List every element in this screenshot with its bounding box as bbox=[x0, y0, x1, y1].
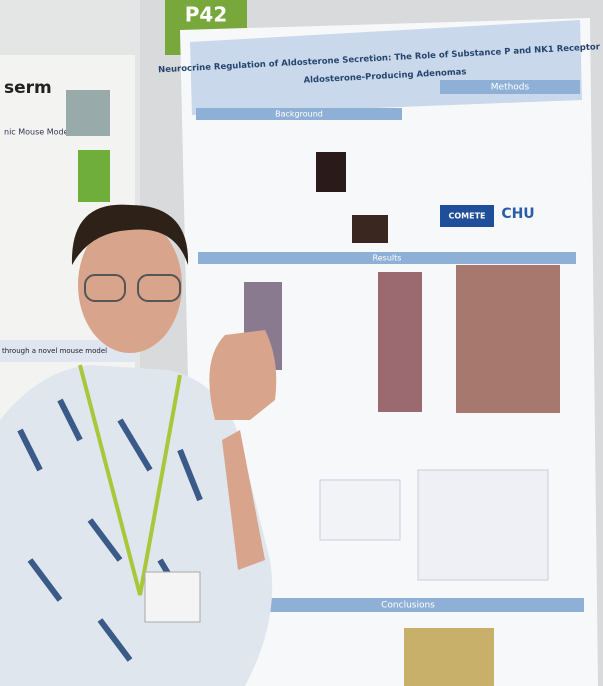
chart-panel bbox=[417, 469, 549, 581]
section-heading: Methods bbox=[491, 83, 530, 93]
left-subtitle: nic Mouse Model bbox=[4, 128, 71, 137]
arm bbox=[222, 430, 265, 570]
section-band bbox=[440, 80, 580, 94]
figure bbox=[456, 265, 560, 413]
figure bbox=[352, 215, 388, 243]
section-heading: Results bbox=[373, 254, 402, 263]
badge bbox=[144, 571, 201, 623]
hand bbox=[209, 330, 277, 420]
left-photo bbox=[66, 90, 110, 136]
left-title: serm bbox=[4, 78, 52, 98]
face bbox=[78, 217, 182, 353]
logo-bg bbox=[440, 205, 494, 227]
section-band bbox=[198, 252, 576, 264]
figure bbox=[378, 272, 422, 412]
section-band bbox=[196, 108, 402, 120]
shirt bbox=[0, 365, 273, 686]
chart-panel bbox=[319, 479, 401, 541]
board-label: P42 bbox=[185, 3, 228, 27]
lanyard bbox=[78, 364, 182, 596]
logo: COMETE bbox=[448, 212, 485, 221]
section-heading: Background bbox=[275, 110, 323, 119]
section-band bbox=[232, 598, 584, 612]
logo: CHU bbox=[501, 206, 534, 222]
glasses bbox=[137, 274, 181, 302]
left-band bbox=[0, 340, 135, 362]
figure bbox=[316, 152, 346, 192]
figure bbox=[404, 628, 494, 686]
glasses bbox=[84, 274, 126, 302]
hair bbox=[71, 204, 189, 265]
section-heading: Conclusions bbox=[381, 601, 435, 611]
left-footer: through a novel mouse model bbox=[2, 347, 107, 355]
left-logo bbox=[78, 150, 110, 202]
